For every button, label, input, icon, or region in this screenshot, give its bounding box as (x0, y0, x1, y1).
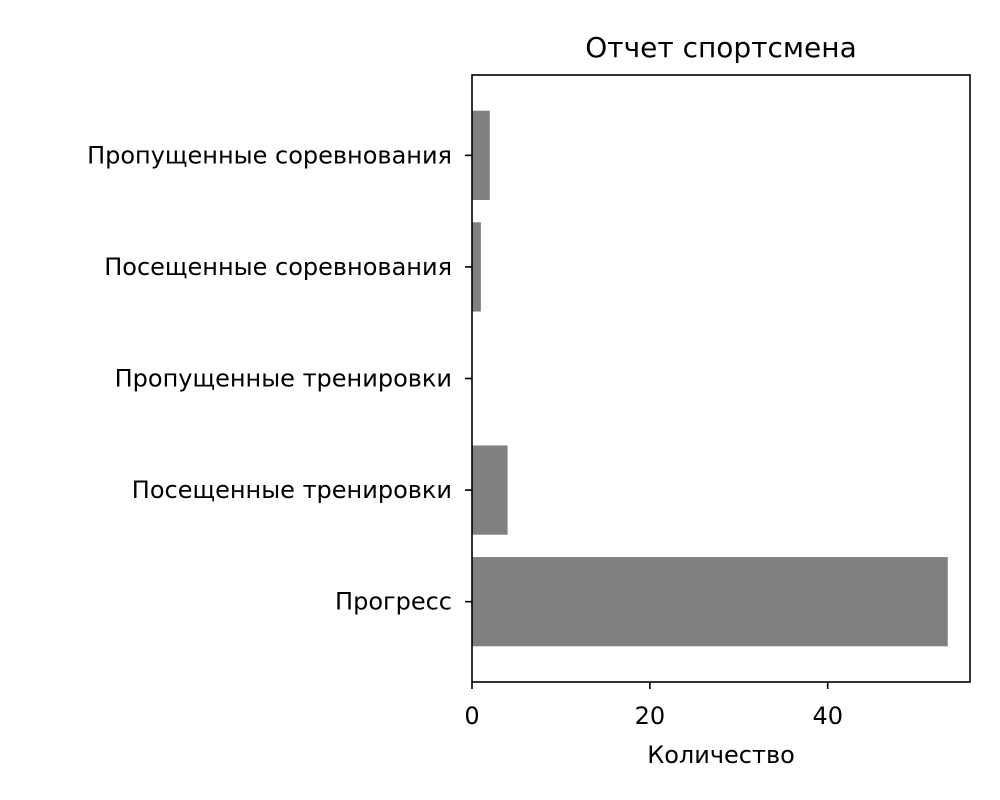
x-axis-label: Количество (647, 741, 795, 769)
bar-0 (472, 557, 948, 647)
x-tick-label: 40 (812, 702, 843, 730)
bar-1 (472, 445, 508, 535)
bar-4 (472, 110, 490, 200)
y-axis: Прогресс Посещенные тренировки Пропущенные… (87, 141, 472, 616)
y-tick-label: Прогресс (335, 588, 452, 616)
y-tick-label: Пропущенные тренировки (115, 365, 452, 393)
x-tick-label: 0 (464, 702, 479, 730)
plot-frame (471, 74, 971, 683)
x-tick-label: 20 (635, 702, 666, 730)
chart-title: Отчет спортсмена (585, 31, 856, 64)
y-tick-label: Пропущенные соревнования (87, 141, 452, 169)
y-tick-label: Посещенные тренировки (132, 476, 452, 504)
x-axis: 0 20 40 (464, 682, 843, 730)
y-tick-label: Посещенные соревнования (104, 253, 452, 281)
bars-group (472, 110, 948, 647)
bar-3 (472, 222, 481, 312)
